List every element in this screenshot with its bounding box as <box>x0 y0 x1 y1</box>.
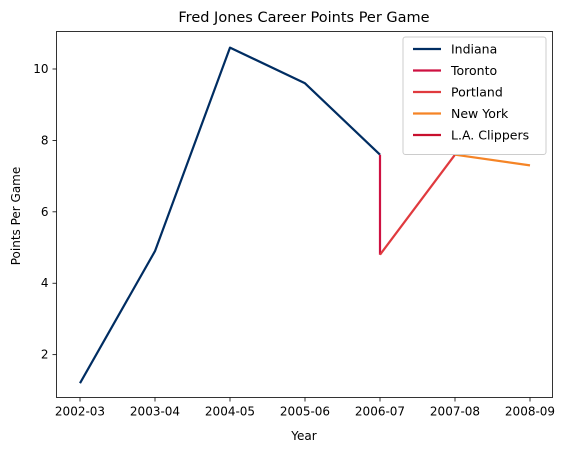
series-line-new-york <box>454 153 531 167</box>
series-line-portland <box>379 154 456 256</box>
y-tick-label: 10 <box>33 62 48 76</box>
y-tick-label: 6 <box>41 205 49 219</box>
legend-box <box>402 36 547 155</box>
x-tick-label: 2006-07 <box>355 405 405 419</box>
y-axis-label: Points Per Game <box>9 167 23 266</box>
chart-title: Fred Jones Career Points Per Game <box>178 10 429 26</box>
y-tick-label: 4 <box>41 276 49 290</box>
x-tick-label: 2008-09 <box>505 405 555 419</box>
y-tick-label: 2 <box>41 348 49 362</box>
x-axis-label: Year <box>290 429 316 443</box>
x-tick-label: 2002-03 <box>55 405 105 419</box>
legend-label-portland: Portland <box>451 85 503 100</box>
legend-label-toronto: Toronto <box>450 63 497 78</box>
x-tick-label: 2003-04 <box>130 405 180 419</box>
legend-label-l-a-clippers: L.A. Clippers <box>451 128 529 143</box>
series-line-indiana <box>79 46 381 384</box>
y-tick-label: 8 <box>41 133 49 147</box>
x-tick-label: 2004-05 <box>205 405 255 419</box>
x-tick-label: 2007-08 <box>430 405 480 419</box>
legend: Indiana Toronto Portland New York L.A. Clipp… <box>402 36 547 155</box>
legend-label-new-york: New York <box>451 106 509 121</box>
plot-frame <box>56 31 553 398</box>
x-tick-label: 2005-06 <box>280 405 330 419</box>
legend-label-indiana: Indiana <box>451 42 497 57</box>
